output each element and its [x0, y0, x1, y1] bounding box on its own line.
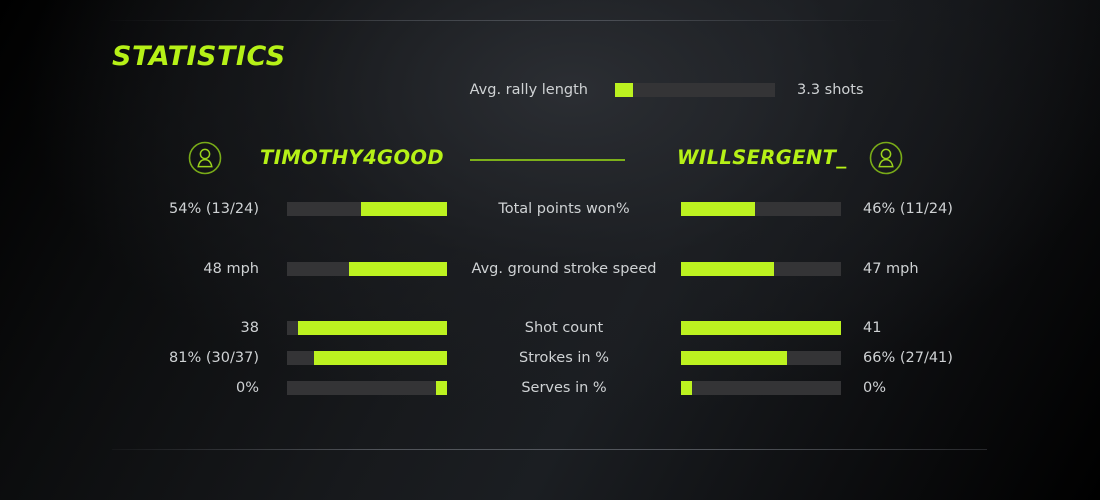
stat-right-bar-wrap: [681, 202, 863, 216]
stat-label: Shot count: [524, 320, 604, 336]
stat-left-bar: [287, 202, 447, 216]
row-spacer: [112, 282, 988, 315]
stat-right-bar-wrap: [681, 351, 863, 365]
stat-row-avg-ground-stroke-speed: 48 mph Avg. ground stroke speed 47 mph: [112, 256, 988, 282]
stat-label: Total points won%: [498, 201, 630, 217]
stat-right-bar-fill: [681, 381, 693, 395]
stat-left-value: 0%: [235, 380, 259, 396]
stat-left-bar-fill: [298, 321, 447, 335]
stat-row-shot-count: 38 Shot count 41: [112, 315, 988, 341]
avg-rally-length-bar: [615, 83, 775, 97]
stat-right-value: 66% (27/41): [863, 350, 953, 366]
stat-left-value: 81% (30/37): [169, 350, 259, 366]
top-divider: [110, 20, 895, 21]
stat-left-bar-wrap: [259, 262, 447, 276]
stat-left-bar-wrap: [259, 381, 447, 395]
stat-row-serves-in: 0% Serves in % 0%: [112, 375, 988, 401]
stat-row-total-points-won: 54% (13/24) Total points won% 46% (11/24…: [112, 196, 988, 222]
row-spacer: [112, 222, 988, 256]
stat-left-bar: [287, 351, 447, 365]
stat-right-bar-wrap: [681, 321, 863, 335]
stat-left-bar-wrap: [259, 202, 447, 216]
stat-right-bar: [681, 262, 841, 276]
player-left-name[interactable]: TIMOTHY4GOOD: [260, 146, 444, 169]
stat-right-bar: [681, 321, 841, 335]
stat-right-bar-fill: [681, 262, 774, 276]
stat-right-bar-wrap: [681, 262, 863, 276]
page-title: STATISTICS: [112, 41, 286, 72]
player-right-name[interactable]: WILLSERGENT_: [677, 146, 847, 169]
stat-left-bar: [287, 381, 447, 395]
stat-left-bar: [287, 262, 447, 276]
stat-row-strokes-in: 81% (30/37) Strokes in % 66% (27/41): [112, 345, 988, 371]
stat-label: Strokes in %: [519, 350, 609, 366]
players-header: TIMOTHY4GOOD WILLSERGENT_: [112, 138, 988, 180]
stat-left-bar-fill: [360, 202, 447, 216]
stat-left-bar: [287, 321, 447, 335]
stat-right-value: 41: [863, 320, 882, 336]
stat-right-value: 47 mph: [863, 261, 919, 277]
stat-right-value: 46% (11/24): [863, 201, 953, 217]
stat-label: Serves in %: [521, 380, 607, 396]
stat-label: Avg. ground stroke speed: [471, 261, 657, 277]
stat-left-bar-wrap: [259, 321, 447, 335]
stat-right-bar: [681, 351, 841, 365]
avatar-right[interactable]: [868, 140, 904, 176]
stat-right-value: 0%: [863, 380, 887, 396]
stat-left-bar-fill: [349, 262, 447, 276]
stat-left-value: 48 mph: [203, 261, 259, 277]
stat-right-bar-wrap: [681, 381, 863, 395]
stat-left-value: 38: [240, 320, 259, 336]
stat-left-bar-fill: [435, 381, 447, 395]
avatar-left[interactable]: [187, 140, 223, 176]
avg-rally-length-bar-fill: [615, 83, 633, 97]
avg-rally-length-label: Avg. rally length: [469, 82, 588, 98]
avg-rally-length-value: 3.3 shots: [797, 82, 864, 98]
players-separator-line: [470, 159, 625, 161]
stat-left-value: 54% (13/24): [169, 201, 259, 217]
stats-list: 54% (13/24) Total points won% 46% (11/24…: [112, 196, 988, 401]
stat-right-bar-fill: [681, 321, 841, 335]
stat-left-bar-wrap: [259, 351, 447, 365]
bottom-divider: [112, 449, 987, 450]
stat-left-bar-fill: [314, 351, 447, 365]
stat-right-bar-fill: [681, 202, 755, 216]
avg-rally-length-row: Avg. rally length 3.3 shots: [430, 78, 970, 102]
stat-right-bar: [681, 202, 841, 216]
stat-right-bar-fill: [681, 351, 787, 365]
stat-right-bar: [681, 381, 841, 395]
